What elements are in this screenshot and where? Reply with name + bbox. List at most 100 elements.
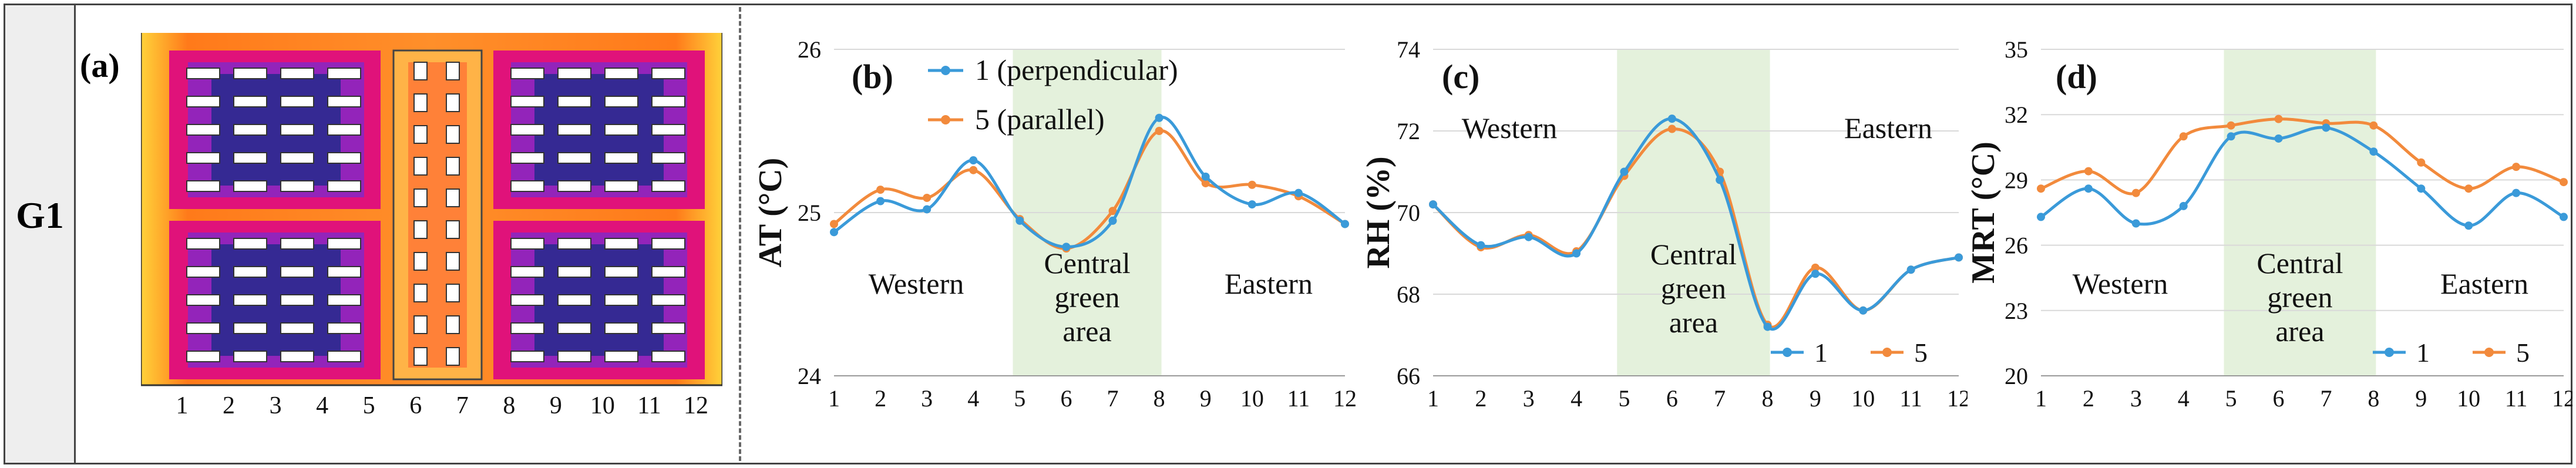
map-building bbox=[604, 266, 638, 278]
map-tick-label: 2 bbox=[223, 392, 235, 419]
map-building bbox=[604, 180, 638, 192]
x-tick-label: 10 bbox=[1240, 385, 1264, 412]
series-point-5 bbox=[969, 166, 978, 174]
map-building bbox=[413, 125, 428, 144]
series-point-1 bbox=[1201, 172, 1210, 181]
map-building bbox=[233, 266, 267, 278]
x-tick-label: 8 bbox=[2368, 385, 2379, 412]
x-tick-label: 2 bbox=[875, 385, 886, 412]
map-building bbox=[280, 180, 314, 192]
map-building bbox=[510, 351, 544, 362]
map-building bbox=[604, 68, 638, 79]
series-point-1 bbox=[1955, 253, 1963, 262]
region-label-central: area bbox=[1669, 306, 1718, 339]
map-building bbox=[280, 266, 314, 278]
panel-separator bbox=[739, 7, 741, 461]
y-tick-label: 20 bbox=[2005, 363, 2028, 389]
map-building bbox=[186, 322, 220, 334]
series-point-1 bbox=[2464, 221, 2473, 230]
series-point-1 bbox=[923, 205, 931, 214]
x-tick-label: 12 bbox=[1333, 385, 1357, 412]
map-building bbox=[280, 351, 314, 362]
map-building bbox=[280, 294, 314, 306]
x-tick-label: 1 bbox=[1427, 385, 1439, 412]
panel-a-map: 1 2 3 4 5 6 7 8 9 10 11 12 bbox=[141, 33, 722, 419]
series-point-5 bbox=[1667, 124, 1676, 133]
map-building bbox=[446, 347, 460, 366]
map-tick-label: 12 bbox=[684, 392, 708, 419]
x-tick-label: 6 bbox=[2273, 385, 2285, 412]
map-building bbox=[186, 266, 220, 278]
y-axis-label: AT (°C) bbox=[752, 158, 789, 268]
x-tick-label: 10 bbox=[2457, 385, 2480, 412]
map-building bbox=[280, 96, 314, 107]
region-label-eastern: Eastern bbox=[1844, 112, 1932, 144]
map-building bbox=[413, 62, 428, 80]
region-label-western: Western bbox=[1462, 112, 1558, 144]
map-building bbox=[604, 238, 638, 250]
map-building bbox=[413, 284, 428, 302]
series-point-1 bbox=[2322, 123, 2330, 132]
region-label-eastern: Eastern bbox=[2440, 267, 2528, 300]
map-building bbox=[557, 180, 591, 192]
map-tick-label: 5 bbox=[363, 392, 375, 419]
map-building bbox=[233, 322, 267, 334]
x-tick-label: 5 bbox=[1014, 385, 1025, 412]
map-buildings bbox=[186, 62, 685, 366]
map-building bbox=[280, 124, 314, 136]
y-tick-label: 66 bbox=[1397, 363, 1420, 389]
y-tick-label: 70 bbox=[1397, 200, 1420, 226]
map-building bbox=[446, 93, 460, 112]
x-tick-label: 6 bbox=[1060, 385, 1072, 412]
map-green-area bbox=[392, 49, 483, 381]
legend-marker bbox=[1783, 348, 1792, 357]
legend-label: 1 bbox=[1814, 338, 1828, 368]
legend-label: 1 bbox=[2416, 338, 2430, 368]
series-point-1 bbox=[1620, 167, 1629, 176]
region-label-central: green bbox=[1661, 272, 1726, 305]
x-tick-label: 4 bbox=[2178, 385, 2190, 412]
row-header bbox=[5, 5, 76, 463]
map-building bbox=[557, 238, 591, 250]
map-building bbox=[413, 157, 428, 176]
series-point-5 bbox=[2417, 158, 2426, 167]
series-point-1 bbox=[2560, 213, 2568, 221]
map-building bbox=[557, 152, 591, 164]
y-tick-label: 74 bbox=[1397, 36, 1420, 63]
map-building bbox=[510, 152, 544, 164]
map-building bbox=[186, 68, 220, 79]
map-building bbox=[510, 294, 544, 306]
series-point-1 bbox=[2274, 134, 2283, 143]
series-point-5 bbox=[2274, 115, 2283, 123]
legend-label: 1 (perpendicular) bbox=[975, 53, 1178, 86]
map-tick-labels: 1 2 3 4 5 6 7 8 9 10 11 12 bbox=[176, 392, 709, 419]
map-building bbox=[604, 294, 638, 306]
series-point-1 bbox=[1341, 220, 1349, 228]
map-tick-label: 9 bbox=[550, 392, 562, 419]
map-building bbox=[413, 252, 428, 271]
map-building bbox=[280, 322, 314, 334]
map-building bbox=[233, 238, 267, 250]
series-point-5 bbox=[2560, 178, 2568, 187]
map-building bbox=[186, 351, 220, 362]
x-tick-label: 11 bbox=[1899, 385, 1922, 412]
map-building bbox=[651, 294, 685, 306]
legend-label: 5 (parallel) bbox=[975, 103, 1105, 136]
series-point-1 bbox=[1294, 188, 1303, 197]
map-tick-label: 4 bbox=[316, 392, 328, 419]
map-building bbox=[186, 152, 220, 164]
x-tick-label: 3 bbox=[1523, 385, 1535, 412]
legend-marker bbox=[941, 66, 950, 75]
region-label-central: area bbox=[2275, 315, 2324, 348]
y-tick-label: 26 bbox=[2005, 233, 2028, 259]
map-building bbox=[651, 152, 685, 164]
region-label-central: Central bbox=[1650, 238, 1737, 271]
series-point-1 bbox=[1524, 233, 1533, 241]
map-building bbox=[651, 180, 685, 192]
series-point-1 bbox=[2227, 132, 2235, 141]
map-building bbox=[604, 124, 638, 136]
map-building bbox=[186, 96, 220, 107]
map-building bbox=[327, 124, 361, 136]
x-tick-label: 6 bbox=[1666, 385, 1678, 412]
